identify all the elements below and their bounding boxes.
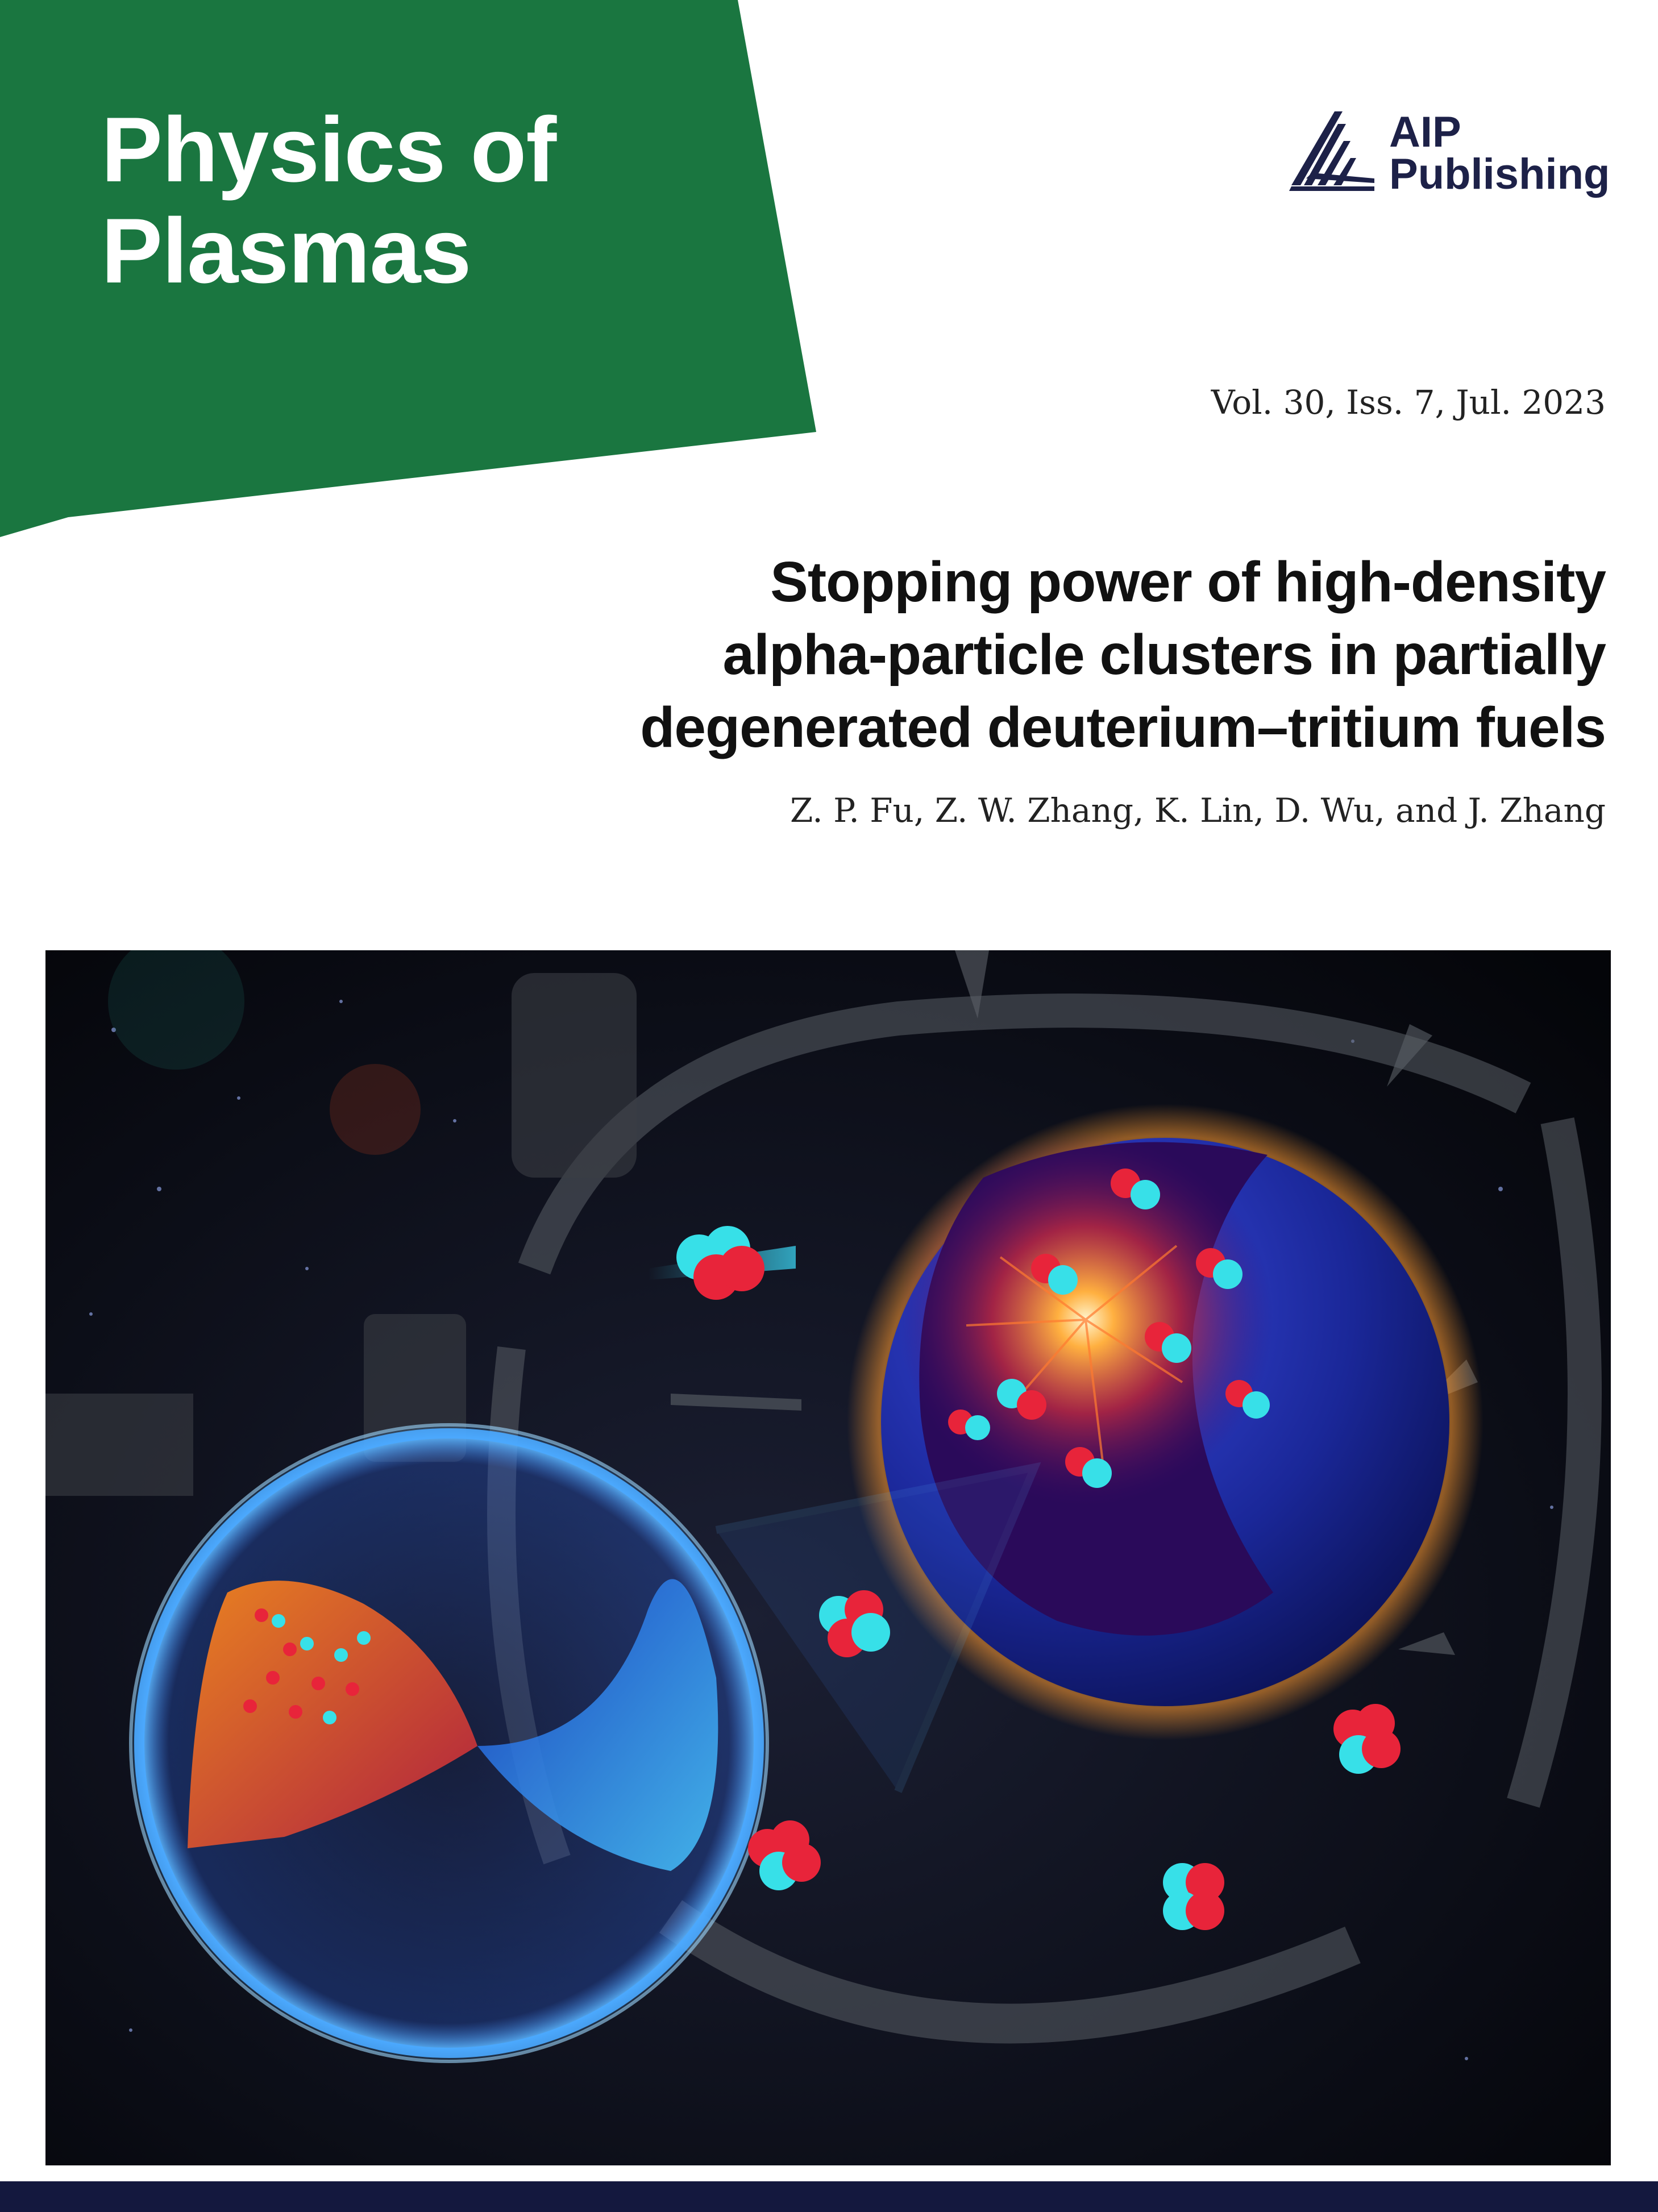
- footer-bar: [0, 2181, 1658, 2212]
- journal-title: Physics of Plasmas: [101, 99, 556, 302]
- publisher-logo[interactable]: AIP Publishing: [1289, 111, 1612, 202]
- article-title-line-2: alpha-particle clusters in partially: [722, 623, 1606, 687]
- alpha-particle-cluster-illustration: [45, 950, 1611, 2165]
- article-title-line-1: Stopping power of high-density: [770, 550, 1606, 614]
- publisher-name: AIP Publishing: [1389, 111, 1610, 196]
- article-title-line-3: degenerated deuterium–tritium fuels: [640, 696, 1606, 759]
- publisher-name-line-1: AIP: [1389, 108, 1461, 156]
- article-authors: Z. P. Fu, Z. W. Zhang, K. Lin, D. Wu, an…: [790, 791, 1606, 830]
- journal-banner: [0, 0, 816, 537]
- journal-title-line-2: Plasmas: [101, 199, 472, 302]
- publisher-name-line-2: Publishing: [1389, 150, 1610, 198]
- article-title: Stopping power of high-density alpha-par…: [412, 546, 1606, 764]
- cover-illustration: [45, 950, 1611, 2165]
- aip-fan-logo-icon: [1289, 111, 1374, 191]
- issue-info: Vol. 30, Iss. 7, Jul. 2023: [1211, 383, 1606, 422]
- journal-title-line-1: Physics of: [101, 98, 556, 201]
